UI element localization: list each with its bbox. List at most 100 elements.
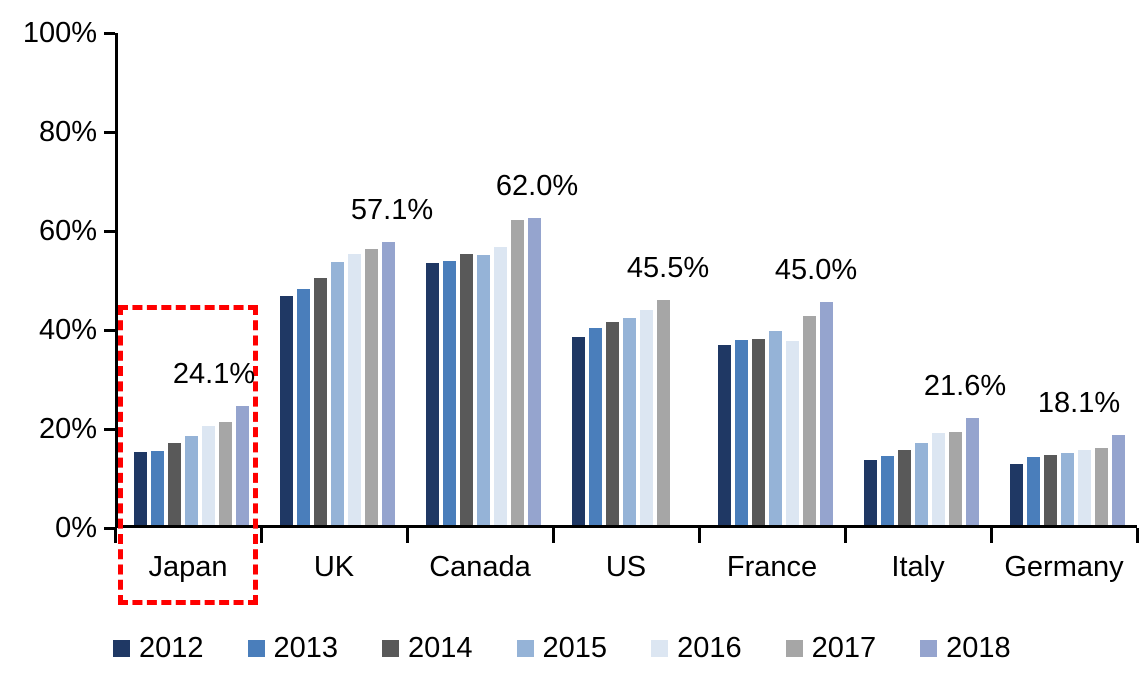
legend-swatch-2017 (785, 639, 803, 657)
y-axis-tick (104, 527, 115, 530)
bar-2016-Japan (202, 426, 215, 525)
bar-2015-US (623, 318, 636, 525)
x-axis-tick (1136, 528, 1139, 543)
bar-2012-France (718, 345, 731, 525)
bar-2014-UK (314, 278, 327, 525)
x-axis-tick (990, 528, 993, 543)
bar-2012-Italy (864, 460, 877, 525)
data-label-uk: 57.1% (350, 194, 434, 226)
bar-2016-France (786, 341, 799, 525)
bar-2015-UK (331, 262, 344, 525)
y-axis-tick-label: 100% (22, 17, 97, 49)
bar-2018-Italy (966, 418, 979, 525)
legend-item-2017: 2017 (785, 632, 877, 664)
bar-2014-Germany (1044, 455, 1057, 525)
legend-item-2016: 2016 (651, 633, 742, 663)
bar-2016-UK (348, 254, 361, 525)
y-axis-tick-label: 20% (38, 413, 97, 445)
x-axis-tick (844, 528, 847, 543)
bar-2015-Canada (477, 255, 490, 525)
legend-swatch-2015 (516, 639, 534, 657)
x-axis-tick (406, 528, 409, 543)
legend-swatch-2018 (920, 639, 938, 657)
y-axis-tick (104, 428, 115, 431)
x-axis-tick (698, 528, 701, 543)
y-axis-tick (104, 329, 115, 332)
data-label-france: 45.0% (774, 254, 858, 286)
bar-2014-Canada (460, 254, 473, 525)
y-axis-tick-label: 40% (38, 314, 97, 346)
bar-2017-Germany (1095, 448, 1108, 525)
bar-2018-Canada (528, 218, 541, 525)
category-label-germany: Germany (1004, 551, 1124, 583)
legend-swatch-2014 (382, 639, 400, 657)
legend-item-2015: 2015 (516, 632, 608, 664)
legend-label-2014: 2014 (408, 632, 473, 664)
bar-2013-France (735, 340, 748, 525)
bar-2013-UK (297, 289, 310, 525)
highlight-box (118, 305, 258, 605)
bar-2015-France (769, 331, 782, 525)
bar-2012-US (572, 337, 585, 525)
bar-2017-Italy (949, 432, 962, 525)
bar-2015-Italy (915, 443, 928, 525)
legend-item-2014: 2014 (382, 633, 473, 663)
y-axis-tick (104, 131, 115, 134)
bar-2013-Japan (151, 451, 164, 525)
data-label-japan: 24.1% (172, 358, 256, 390)
bar-2013-Canada (443, 261, 456, 525)
legend-item-2018: 2018 (920, 633, 1011, 663)
bar-2017-US (657, 300, 670, 525)
data-label-us: 45.5% (626, 252, 710, 284)
category-label-france: France (726, 551, 818, 583)
data-label-canada: 62.0% (495, 170, 579, 202)
bar-2017-Japan (219, 422, 232, 525)
x-axis-tick (260, 528, 263, 543)
y-axis-tick-label: 80% (38, 116, 97, 148)
legend-item-2013: 2013 (247, 632, 339, 664)
legend-label-2015: 2015 (542, 632, 608, 664)
bar-2016-Italy (932, 433, 945, 525)
legend-label-2017: 2017 (811, 632, 877, 664)
bar-2018-France (820, 302, 833, 525)
plot-area (115, 33, 1137, 528)
y-axis-tick (104, 32, 115, 35)
bar-2014-France (752, 339, 765, 525)
bar-2016-US (640, 310, 653, 525)
category-label-uk: UK (313, 551, 355, 583)
category-label-japan: Japan (148, 551, 228, 583)
y-axis-tick-label: 60% (38, 215, 97, 247)
category-label-italy: Italy (891, 551, 945, 583)
bar-2012-Japan (134, 452, 147, 525)
bar-2012-Canada (426, 263, 439, 525)
bar-2012-UK (280, 296, 293, 525)
y-axis-tick-label: 0% (55, 512, 97, 544)
bar-2018-Germany (1112, 435, 1125, 525)
category-label-canada: Canada (429, 551, 531, 583)
legend-label-2016: 2016 (677, 632, 742, 664)
bar-2017-France (803, 316, 816, 525)
data-label-italy: 21.6% (923, 370, 1007, 402)
legend-label-2013: 2013 (273, 632, 339, 664)
bar-2018-UK (382, 242, 395, 525)
bar-2016-Germany (1078, 450, 1091, 525)
data-label-germany: 18.1% (1037, 387, 1121, 419)
category-label-us: US (605, 551, 647, 583)
y-axis-tick (104, 230, 115, 233)
legend-swatch-2013 (247, 639, 265, 657)
x-axis-tick (552, 528, 555, 543)
legend-item-2012: 2012 (113, 633, 204, 663)
bar-2014-Japan (168, 443, 181, 525)
bar-2015-Germany (1061, 453, 1074, 525)
legend: 2012 2013 2014 2015 2016 2017 2018 (113, 633, 1011, 663)
bar-2013-Italy (881, 456, 894, 525)
bar-2013-US (589, 328, 602, 525)
legend-label-2012: 2012 (139, 632, 204, 664)
bar-2015-Japan (185, 436, 198, 525)
bar-2012-Germany (1010, 464, 1023, 525)
bar-2014-Italy (898, 450, 911, 525)
bar-2016-Canada (494, 247, 507, 525)
bar-2013-Germany (1027, 457, 1040, 525)
legend-swatch-2012 (113, 639, 130, 657)
